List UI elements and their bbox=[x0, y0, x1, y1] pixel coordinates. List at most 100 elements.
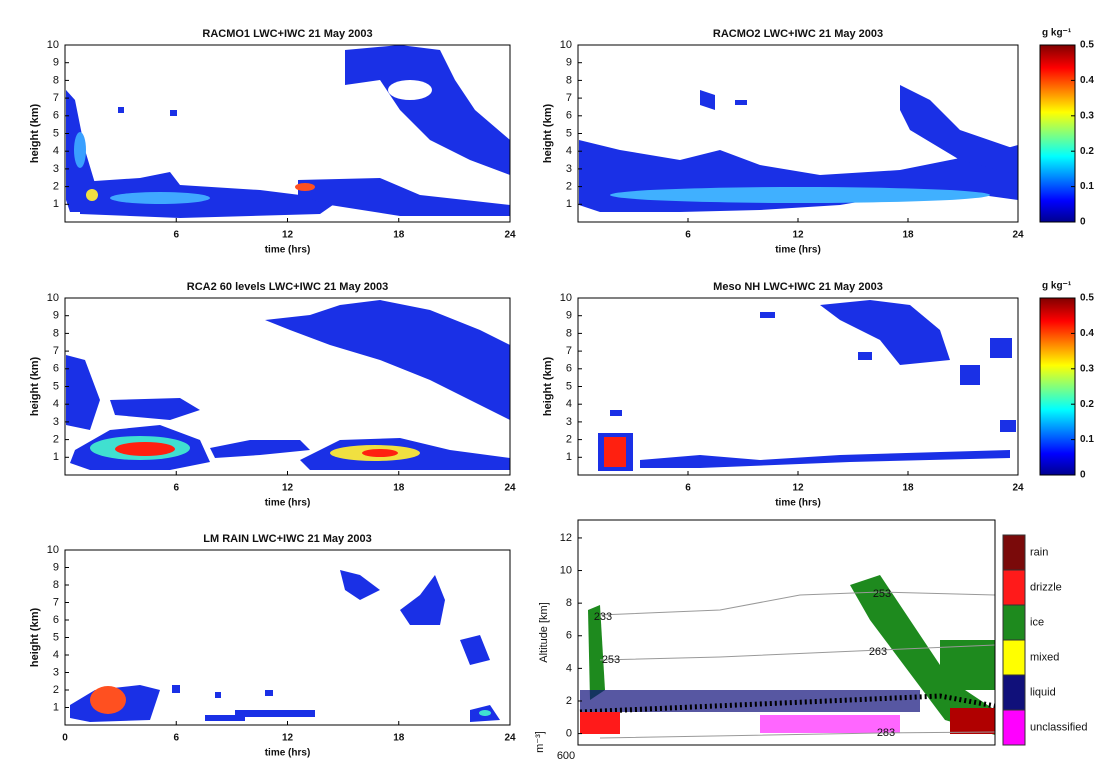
panel-title: Meso NH LWC+IWC 21 May 2003 bbox=[713, 281, 883, 293]
classification-field bbox=[579, 575, 996, 739]
y-tick-label: 10 bbox=[47, 544, 59, 556]
y-tick-label: 3 bbox=[53, 416, 59, 428]
annotation: 600 bbox=[557, 750, 575, 762]
y-tick-label: 7 bbox=[53, 345, 59, 357]
y-tick-label: 4 bbox=[53, 145, 59, 157]
y-tick-label: 9 bbox=[53, 310, 59, 322]
x-axis-label: time (hrs) bbox=[265, 498, 311, 509]
y-tick-label: 9 bbox=[566, 57, 572, 69]
colorbar-tick-label: 0.1 bbox=[1080, 181, 1094, 192]
legend-label: unclassified bbox=[1030, 721, 1087, 733]
y-tick-label: 2 bbox=[566, 181, 572, 193]
x-tick-label: 18 bbox=[902, 230, 914, 241]
y-tick-label: 12 bbox=[560, 532, 572, 544]
y-tick-label: 6 bbox=[566, 363, 572, 375]
y-tick-label: 3 bbox=[53, 163, 59, 175]
annotation: 253 bbox=[602, 654, 620, 666]
y-tick-label: 6 bbox=[53, 110, 59, 122]
legend-swatch bbox=[1002, 709, 1026, 746]
y-tick-label: 1 bbox=[566, 198, 572, 210]
panel-title: RCA2 60 levels LWC+IWC 21 May 2003 bbox=[187, 281, 388, 293]
plot-frame bbox=[577, 519, 996, 746]
y-tick-label: 7 bbox=[566, 345, 572, 357]
y-tick-label: 9 bbox=[566, 310, 572, 322]
colorbar-tick-label: 0.2 bbox=[1080, 399, 1094, 410]
colorbar bbox=[1039, 44, 1076, 223]
y-tick-label: 8 bbox=[566, 597, 572, 609]
y-tick-label: 9 bbox=[53, 57, 59, 69]
legend-label: ice bbox=[1030, 616, 1044, 628]
y-tick-label: 8 bbox=[53, 579, 59, 591]
colorbar-tick-label: 0.5 bbox=[1080, 293, 1094, 304]
x-tick-label: 24 bbox=[504, 483, 516, 494]
y-tick-label: 3 bbox=[566, 163, 572, 175]
y-tick-label: 10 bbox=[47, 39, 59, 51]
colorbar-label: g kg⁻¹ bbox=[1042, 281, 1072, 292]
y-axis-label: height (km) bbox=[29, 608, 41, 668]
x-axis-label: time (hrs) bbox=[265, 245, 311, 256]
y-tick-label: 4 bbox=[53, 649, 59, 661]
y-tick-label: 7 bbox=[566, 92, 572, 104]
legend-swatch bbox=[1002, 674, 1026, 711]
x-tick-label: 24 bbox=[1012, 230, 1024, 241]
legend-label: drizzle bbox=[1030, 581, 1062, 593]
panel-title: LM RAIN LWC+IWC 21 May 2003 bbox=[203, 533, 371, 545]
y-tick-label: 8 bbox=[53, 327, 59, 339]
x-tick-label: 0 bbox=[62, 733, 68, 744]
legend-label: mixed bbox=[1030, 651, 1059, 663]
x-tick-label: 18 bbox=[393, 483, 405, 494]
y-tick-label: 6 bbox=[53, 363, 59, 375]
legend-label: rain bbox=[1030, 546, 1048, 558]
y-tick-label: 3 bbox=[53, 666, 59, 678]
y-tick-label: 5 bbox=[566, 127, 572, 139]
y-tick-label: 10 bbox=[560, 564, 572, 576]
legend-label: liquid bbox=[1030, 686, 1056, 698]
x-tick-label: 18 bbox=[902, 483, 914, 494]
annotation: m⁻³] bbox=[534, 731, 546, 753]
x-tick-label: 6 bbox=[685, 483, 691, 494]
colorbar-tick-label: 0 bbox=[1080, 217, 1086, 228]
x-tick-label: 12 bbox=[282, 483, 294, 494]
colorbar-tick-label: 0.1 bbox=[1080, 434, 1094, 445]
x-tick-label: 6 bbox=[173, 483, 179, 494]
cloud-field bbox=[579, 85, 1018, 212]
colorbar-tick-label: 0.5 bbox=[1080, 40, 1094, 51]
y-tick-label: 8 bbox=[53, 74, 59, 86]
colorbar bbox=[1039, 297, 1076, 476]
y-tick-label: 6 bbox=[566, 630, 572, 642]
colorbar-label: g kg⁻¹ bbox=[1042, 28, 1072, 39]
x-tick-label: 18 bbox=[393, 733, 405, 744]
y-axis-label: height (km) bbox=[29, 104, 41, 164]
y-tick-label: 7 bbox=[53, 92, 59, 104]
x-tick-label: 12 bbox=[282, 733, 294, 744]
x-tick-label: 6 bbox=[173, 230, 179, 241]
annotation: 263 bbox=[869, 646, 887, 658]
y-tick-label: 5 bbox=[566, 380, 572, 392]
y-tick-label: 9 bbox=[53, 561, 59, 573]
x-tick-label: 18 bbox=[393, 230, 405, 241]
legend-swatch bbox=[1002, 534, 1026, 571]
annotation: 233 bbox=[594, 611, 612, 623]
y-tick-label: 10 bbox=[560, 292, 572, 304]
x-tick-label: 12 bbox=[792, 230, 804, 241]
y-tick-label: 5 bbox=[53, 380, 59, 392]
y-tick-label: 6 bbox=[566, 110, 572, 122]
x-axis-label: time (hrs) bbox=[775, 245, 821, 256]
x-tick-label: 12 bbox=[792, 483, 804, 494]
colorbar-tick-label: 0.3 bbox=[1080, 363, 1094, 374]
colorbar-tick-label: 0.4 bbox=[1080, 75, 1094, 86]
legend-swatch bbox=[1002, 639, 1026, 676]
y-axis-label: height (km) bbox=[29, 357, 41, 417]
x-tick-label: 6 bbox=[685, 230, 691, 241]
x-tick-label: 24 bbox=[504, 733, 516, 744]
y-axis-label: height (km) bbox=[542, 104, 554, 164]
y-tick-label: 5 bbox=[53, 127, 59, 139]
y-tick-label: 2 bbox=[53, 181, 59, 193]
colorbar-tick-label: 0.2 bbox=[1080, 146, 1094, 157]
x-tick-label: 24 bbox=[1012, 483, 1024, 494]
y-tick-label: 8 bbox=[566, 74, 572, 86]
y-tick-label: 4 bbox=[566, 145, 572, 157]
x-tick-label: 6 bbox=[173, 733, 179, 744]
y-tick-label: 1 bbox=[566, 451, 572, 463]
